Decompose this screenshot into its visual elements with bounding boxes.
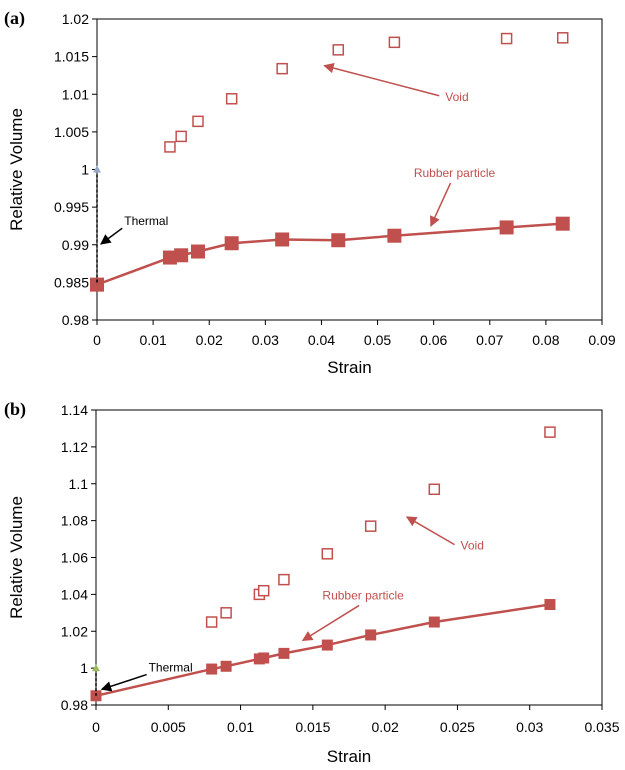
rubber-particle-point: [387, 228, 402, 243]
void-point: [225, 93, 238, 105]
annotation-arrow: [430, 182, 452, 227]
x-tick-label: 0.03: [252, 332, 279, 348]
void-point: [192, 115, 204, 128]
rubber-particle-point: [331, 233, 346, 248]
rubber-particle-point: [258, 652, 270, 664]
panel-label: (b): [4, 399, 26, 420]
void-point: [175, 130, 187, 143]
y-axis-title: Relative Volume: [7, 496, 26, 619]
void-point: [276, 62, 288, 75]
annotation-label: Void: [445, 90, 468, 104]
plot-frame: [96, 18, 603, 321]
y-tick-label: 1.005: [54, 124, 89, 140]
y-tick-label: 1.02: [62, 11, 89, 27]
x-tick-label: 0.06: [420, 332, 447, 348]
annotation-label: Void: [461, 539, 484, 553]
x-tick-label: 0.04: [308, 332, 335, 348]
void-point: [257, 584, 270, 597]
y-tick-label: 1.1: [69, 476, 89, 492]
x-tick-label: 0: [93, 332, 101, 348]
rubber-particle-point: [544, 599, 556, 611]
x-tick-label: 0.01: [139, 332, 166, 348]
y-tick-label: 1.06: [61, 550, 88, 566]
void-point: [205, 616, 218, 628]
void-point: [364, 520, 377, 532]
rubber-particle-point: [224, 236, 239, 251]
x-tick-label: 0.03: [516, 719, 543, 735]
y-tick-label: 0.98: [61, 697, 88, 713]
y-tick-label: 1: [80, 660, 88, 676]
y-tick-label: 1.01: [62, 86, 89, 102]
y-tick-label: 1.14: [61, 402, 88, 418]
void-point: [388, 36, 401, 49]
y-tick-label: 1.015: [54, 49, 89, 65]
y-tick-label: 0.98: [62, 312, 89, 328]
x-tick-label: 0: [92, 719, 100, 735]
x-tick-label: 0.01: [227, 719, 254, 735]
panel-a: 0.98 0.985 0.99 0.995 1 1.005 1.01 1.015 1.02 0 0.…: [4, 8, 616, 377]
rubber-particle-point: [321, 639, 333, 651]
y-tick-label: 1: [81, 162, 89, 178]
annotation-arrow: [405, 516, 455, 546]
void-point: [220, 607, 232, 619]
void-point: [556, 32, 569, 44]
annotation-label: Thermal: [124, 214, 168, 228]
x-axis-title: Strain: [327, 358, 371, 377]
rubber-particle-point: [365, 629, 377, 641]
y-tick-label: 0.99: [62, 237, 89, 253]
y-tick-label: 0.985: [54, 274, 89, 290]
x-tick-label: 0.035: [584, 719, 619, 735]
rubber-particle-point: [174, 248, 189, 263]
x-tick-label: 0.005: [151, 719, 186, 735]
x-tick-label: 0.02: [196, 332, 223, 348]
y-tick-label: 1.08: [61, 513, 88, 529]
rubber-particle-point: [428, 616, 440, 628]
y-tick-label: 0.995: [54, 199, 89, 215]
annotation-arrow: [100, 673, 147, 692]
void-point: [500, 32, 513, 45]
annotation-arrow: [100, 227, 123, 245]
void-point: [544, 426, 556, 438]
annotation-arrow: [323, 62, 440, 97]
x-tick-label: 0.08: [532, 332, 559, 348]
x-tick-label: 0.07: [476, 332, 503, 348]
x-tick-label: 0.05: [364, 332, 391, 348]
void-point: [164, 141, 176, 153]
thermal-marker: [92, 664, 100, 672]
x-tick-label: 0.09: [588, 332, 615, 348]
y-tick-label: 1.04: [61, 586, 88, 602]
x-tick-label: 0.025: [440, 719, 475, 735]
y-tick-label: 1.02: [61, 623, 88, 639]
annotation-label: Thermal: [149, 661, 193, 675]
panel-label: (a): [4, 8, 25, 29]
rubber-particle-point: [499, 220, 514, 235]
void-point: [321, 548, 334, 560]
annotation-label: Rubber particle: [322, 588, 404, 602]
thermal-marker: [93, 165, 101, 173]
x-tick-label: 0.015: [295, 719, 330, 735]
void-point: [278, 573, 290, 586]
y-tick-label: 1.12: [61, 439, 88, 455]
rubber-particle-point: [206, 663, 218, 675]
void-point: [332, 44, 345, 56]
rubber-particle-point: [555, 216, 570, 231]
rubber-particle-point: [191, 244, 205, 259]
rubber-particle-point: [275, 232, 290, 247]
rubber-particle-line: [95, 603, 551, 697]
y-axis-title: Relative Volume: [7, 108, 26, 231]
void-point: [428, 483, 441, 496]
annotation-arrow: [301, 604, 360, 642]
panel-b: 0.98 1 1.02 1.04 1.06 1.08 1.1 1.12 1.14 0 0.005 0.…: [4, 399, 620, 766]
rubber-particle-point: [220, 660, 232, 672]
rubber-particle-point: [278, 647, 290, 659]
annotation-label: Rubber particle: [414, 166, 496, 180]
x-axis-title: Strain: [327, 747, 371, 766]
x-tick-label: 0.02: [372, 719, 399, 735]
